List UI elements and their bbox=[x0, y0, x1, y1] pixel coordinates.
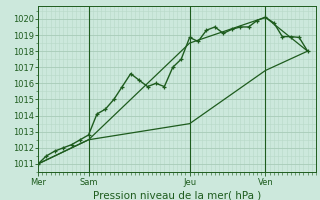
X-axis label: Pression niveau de la mer( hPa ): Pression niveau de la mer( hPa ) bbox=[93, 190, 261, 200]
